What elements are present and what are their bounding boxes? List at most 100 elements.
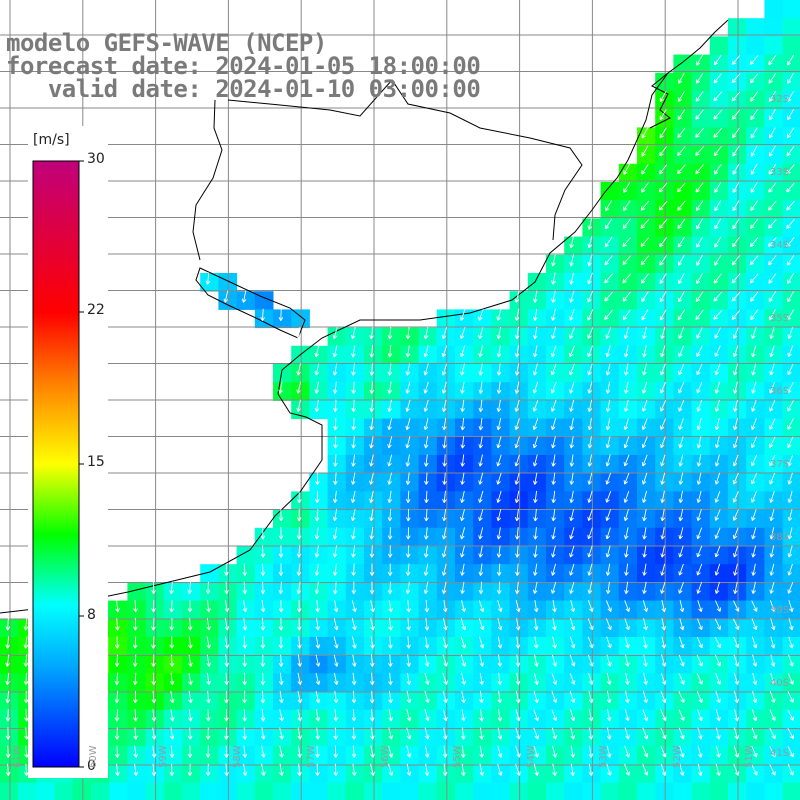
wind-speed-cell [527,382,547,401]
wind-arrow [624,618,630,631]
wind-speed-cell [473,400,492,420]
wind-speed-cell [655,600,674,620]
wind-arrow [441,345,448,358]
wind-speed-cell [709,54,729,74]
wind-arrow [642,581,647,594]
wind-speed-cell [764,54,784,74]
wind-arrow [333,436,338,449]
wind-arrow [641,163,649,175]
wind-arrow [242,618,248,631]
wind-arrow [551,509,556,522]
wind-arrow [587,600,594,613]
wind-speed-cell [436,364,456,383]
wind-arrow [514,381,520,394]
wind-speed-cell [418,364,438,383]
wind-arrow [713,73,722,84]
wind-speed-cell [582,400,602,420]
wind-arrow [533,672,539,685]
wind-arrow [768,163,777,175]
wind-speed-cell [709,564,729,583]
wind-speed-cell [764,364,784,383]
wind-arrow [732,200,740,212]
wind-arrow [623,509,629,522]
wind-speed-cell [673,382,693,401]
wind-arrow [643,672,648,685]
wind-arrow [750,127,758,139]
wind-speed-cell [509,509,529,529]
wind-arrow [732,545,739,558]
wind-speed-cell [728,436,747,456]
wind-arrow [751,418,757,430]
wind-arrow [387,326,393,340]
wind-arrow [497,690,503,704]
wind-speed-cell [291,400,310,420]
wind-speed-cell [728,382,747,401]
wind-arrow [787,509,793,522]
wind-arrow [315,654,321,667]
wind-arrow [751,545,757,558]
wind-speed-cell [691,273,711,292]
wind-arrow [242,690,247,704]
wind-speed-cell [364,418,383,438]
wind-arrow [206,599,211,613]
wind-arrow [623,418,629,431]
wind-arrow [370,745,375,758]
wind-arrow [696,636,703,649]
wind-speed-cell [491,509,511,529]
wind-speed-cell [436,546,456,565]
wind-arrow [714,563,721,576]
wind-arrow [751,727,758,740]
wind-arrow [206,636,211,649]
wind-arrow [387,345,393,358]
wind-speed-cell [709,345,729,365]
wind-arrow [351,709,357,722]
wind-speed-cell [527,564,547,583]
wind-speed-cell [618,655,638,674]
wind-speed-cell [764,473,784,492]
wind-speed-cell [746,455,765,474]
wind-speed-cell [691,145,711,165]
wind-speed-cell [673,546,693,565]
wind-speed-cell [637,291,656,310]
wind-speed-cell [509,364,529,383]
wind-arrow [460,454,465,467]
wind-speed-cell [618,182,638,201]
wind-speed-cell [18,782,37,800]
wind-arrow [750,309,758,321]
wind-speed-cell [618,782,638,800]
wind-arrow [623,182,631,193]
wind-arrow [641,418,648,430]
wind-arrow [533,691,539,704]
wind-speed-cell [546,382,565,401]
wind-arrow [551,327,557,340]
wind-arrow [715,673,721,685]
wind-arrow [405,563,411,576]
wind-arrow [296,581,302,594]
wind-arrow [533,709,539,722]
wind-arrow [641,400,648,412]
wind-arrow [696,381,703,394]
wind-arrow [714,472,721,485]
wind-arrow [332,545,338,558]
wind-speed-cell [436,382,456,401]
wind-speed-cell [728,345,747,365]
wind-arrow [405,527,411,540]
wind-speed-cell [655,72,674,92]
wind-arrow [768,145,776,157]
wind-arrow [369,672,375,686]
wind-arrow [297,618,302,631]
wind-speed-cell [691,509,711,529]
wind-arrow [224,709,229,722]
wind-arrow [695,128,704,138]
wind-speed-cell [691,236,711,256]
wind-arrow [132,636,138,649]
wind-speed-cell [764,18,784,37]
wind-arrow [278,545,284,558]
wind-arrow [206,654,211,667]
wind-arrow [642,490,648,503]
wind-arrow [733,581,738,594]
wind-speed-cell [291,564,310,583]
wind-arrow [169,654,175,667]
wind-arrow [732,218,740,230]
wind-speed-cell [618,291,638,310]
